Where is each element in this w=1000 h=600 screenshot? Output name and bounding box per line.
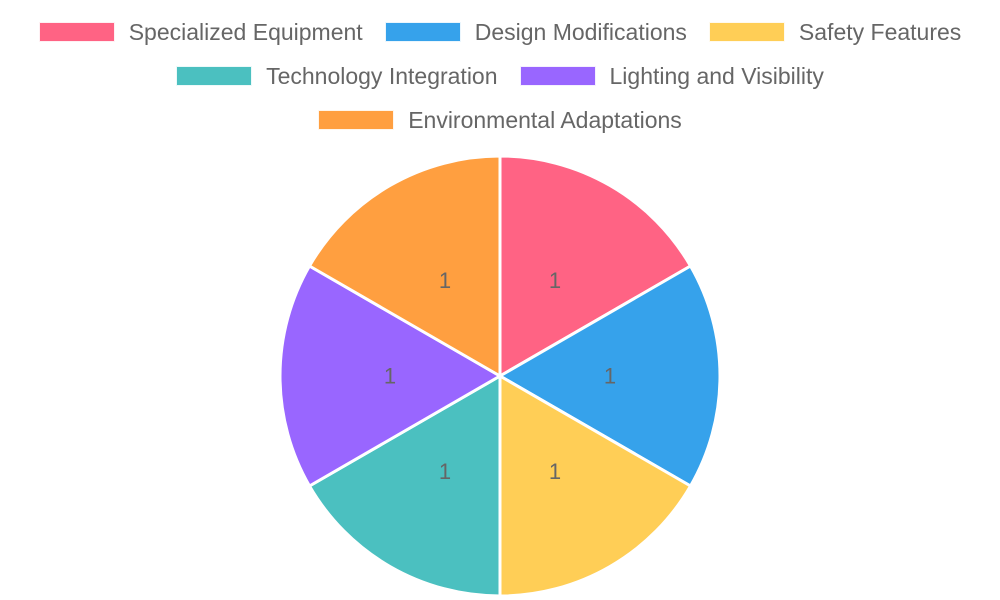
pie-slice-lighting-and-visibility[interactable] — [278, 263, 504, 489]
data-label-technology-integration: 1 — [439, 459, 451, 484]
pie-slice-specialized-equipment[interactable] — [498, 154, 693, 379]
data-label-environmental-adaptations: 1 — [439, 268, 451, 293]
pie-slice-environmental-adaptations[interactable] — [307, 154, 502, 379]
legend-swatch-environmental-adaptations — [318, 110, 395, 130]
pie-slice-technology-integration[interactable] — [307, 373, 502, 598]
legend-label-design-modifications: Design Modifications — [474, 18, 687, 45]
data-label-lighting-and-visibility: 1 — [384, 364, 396, 389]
legend-label-safety-features: Safety Features — [798, 18, 962, 45]
legend-label-technology-integration: Technology Integration — [266, 62, 498, 89]
legend-item-lighting-and-visibility[interactable]: Lighting and Visibility — [519, 62, 824, 90]
pie-slice-design-modifications[interactable] — [496, 263, 722, 489]
data-label-specialized-equipment: 1 — [549, 268, 561, 293]
legend-row-2: Technology Integration Lighting and Visi… — [0, 61, 1000, 91]
legend-item-design-modifications[interactable]: Design Modifications — [384, 18, 687, 46]
legend-item-safety-features[interactable]: Safety Features — [708, 18, 962, 46]
legend-item-environmental-adaptations[interactable]: Environmental Adaptations — [318, 107, 682, 134]
legend-label-specialized-equipment: Specialized Equipment — [128, 18, 363, 45]
legend-row-1: Specialized Equipment Design Modificatio… — [0, 17, 1000, 47]
data-label-design-modifications: 1 — [604, 364, 616, 389]
legend-label-lighting-and-visibility: Lighting and Visibility — [609, 62, 824, 89]
legend-swatch-specialized-equipment — [38, 22, 115, 42]
legend-row-3: Environmental Adaptations — [0, 105, 1000, 135]
pie-slice-safety-features[interactable] — [498, 373, 693, 598]
legend-label-environmental-adaptations: Environmental Adaptations — [408, 106, 682, 133]
legend-swatch-safety-features — [708, 22, 785, 42]
legend-swatch-design-modifications — [384, 22, 461, 42]
legend-swatch-technology-integration — [176, 66, 253, 86]
legend-item-technology-integration[interactable]: Technology Integration — [176, 62, 498, 90]
data-label-safety-features: 1 — [549, 459, 561, 484]
legend-swatch-lighting-and-visibility — [519, 66, 596, 86]
legend-item-specialized-equipment[interactable]: Specialized Equipment — [38, 18, 363, 46]
